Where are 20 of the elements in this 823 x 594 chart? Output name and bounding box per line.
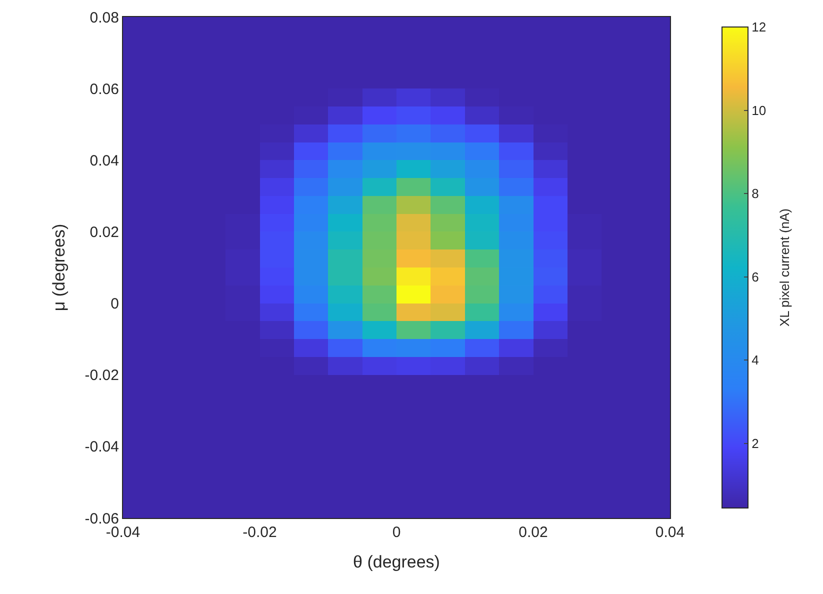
y-tick-label: -0.02 bbox=[84, 367, 119, 384]
y-tick-label: -0.04 bbox=[84, 438, 119, 456]
y-tick-label: 0.02 bbox=[90, 224, 119, 241]
color-bar-label: 4 bbox=[752, 352, 759, 368]
color-bar-label: 6 bbox=[752, 269, 759, 284]
y-tick-label: 0.06 bbox=[90, 80, 119, 98]
color-bar-label: 10 bbox=[752, 102, 766, 118]
color-bar-label: 2 bbox=[752, 436, 759, 451]
y-axis-title: μ (degrees) bbox=[49, 224, 68, 312]
color-bar-label: 12 bbox=[752, 20, 766, 35]
y-tick-label: 0.04 bbox=[90, 152, 119, 170]
x-axis-title: θ (degrees) bbox=[353, 552, 440, 572]
color-bar-label: 8 bbox=[752, 186, 759, 202]
y-tick-label: 0 bbox=[110, 296, 119, 313]
x-tick-label: -0.02 bbox=[242, 524, 277, 541]
y-tick-label: 0.08 bbox=[90, 9, 119, 26]
x-tick-label: 0 bbox=[392, 524, 401, 541]
x-tick-label: 0.04 bbox=[655, 524, 685, 541]
x-tick-label: 0.02 bbox=[518, 524, 548, 541]
color-bar-title: XL pixel current (nA) bbox=[777, 208, 792, 327]
